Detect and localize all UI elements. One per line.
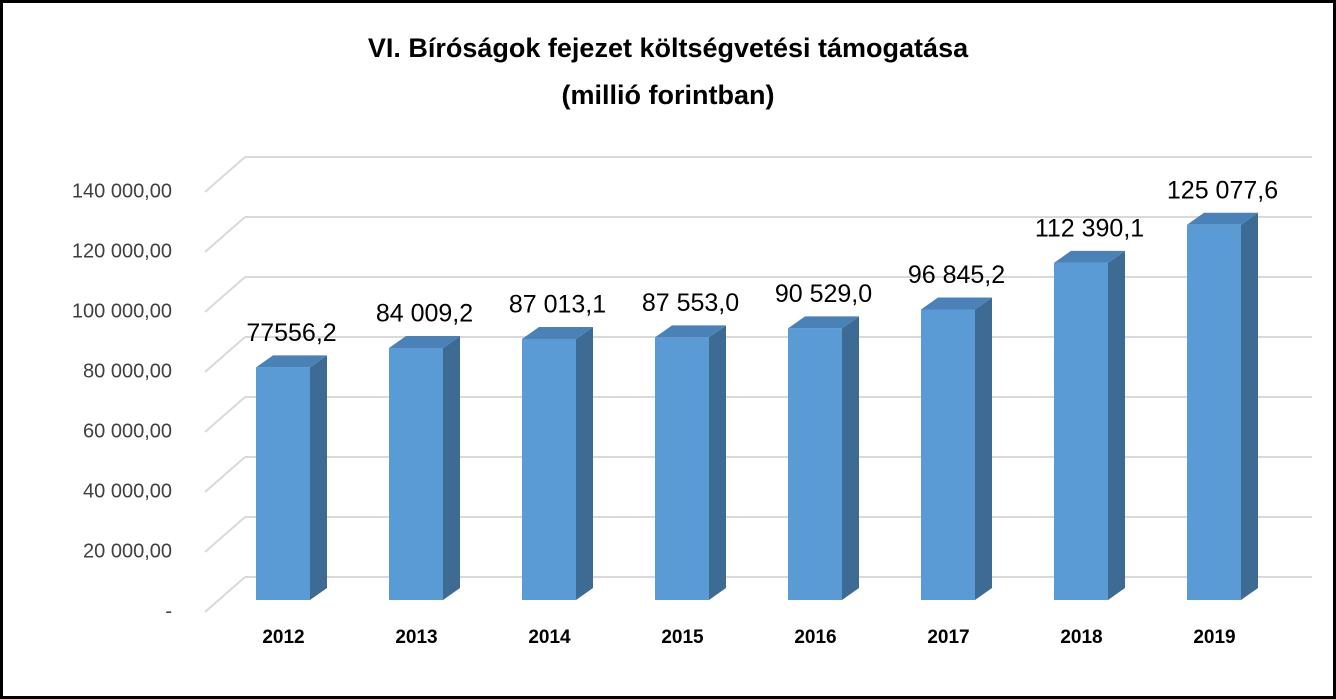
y-tick-label: 100 000,00: [72, 300, 172, 322]
bar: [921, 297, 992, 600]
data-label: 112 390,1: [1035, 214, 1144, 242]
grid-line: [204, 516, 246, 553]
bar-side: [1108, 250, 1125, 600]
bar: [389, 335, 460, 600]
y-tick-label: 20 000,00: [83, 540, 172, 562]
bar-side: [576, 326, 593, 600]
bar-side: [975, 297, 992, 600]
chart-title: VI. Bíróságok fejezet költségvetési támo…: [368, 33, 969, 63]
data-label: 87 013,1: [509, 291, 606, 319]
bar-side: [310, 355, 327, 600]
x-tick-label: 2017: [927, 627, 969, 648]
bar-front: [921, 309, 975, 600]
bar-front: [389, 347, 443, 600]
y-tick-label: 120 000,00: [72, 240, 172, 262]
grid-line: [204, 396, 246, 433]
x-tick-label: 2019: [1193, 627, 1235, 648]
bar-side: [842, 316, 859, 600]
y-tick-label: 60 000,00: [83, 420, 172, 442]
bar: [1187, 212, 1258, 600]
bar-front: [256, 367, 310, 600]
bar-top: [522, 326, 593, 339]
x-tick-label: 2014: [528, 627, 571, 648]
bar-front: [1054, 262, 1108, 600]
bar: [256, 355, 327, 600]
chart-subtitle: (millió forintban): [562, 80, 775, 110]
data-label: 87 553,0: [642, 289, 739, 317]
bar: [655, 325, 726, 600]
grid-line: [204, 336, 246, 373]
x-tick-label: 2013: [395, 627, 437, 648]
grid-line: [204, 276, 246, 313]
bar-side: [443, 335, 460, 600]
bar-top: [1187, 212, 1258, 225]
y-tick-label: 40 000,00: [83, 480, 172, 502]
bar: [788, 316, 859, 600]
y-tick-label: 80 000,00: [83, 360, 172, 382]
bar-top: [788, 316, 859, 329]
bar: [1054, 250, 1125, 600]
x-tick-label: 2012: [262, 627, 304, 648]
y-tick-label: -: [165, 600, 172, 622]
bar: [522, 326, 593, 600]
bar-side: [709, 325, 726, 600]
bar-front: [655, 337, 709, 600]
bar-top: [921, 297, 992, 310]
data-label: 125 077,6: [1167, 176, 1278, 204]
x-tick-label: 2018: [1060, 627, 1102, 648]
bar-top: [655, 325, 726, 338]
grid-line: [204, 156, 246, 193]
grid-line: [204, 456, 246, 493]
grid-line: [204, 216, 246, 253]
bar-top: [1054, 250, 1125, 263]
bar-side: [1241, 212, 1258, 600]
bar-front: [788, 328, 842, 600]
bar-top: [256, 355, 327, 368]
x-tick-label: 2016: [794, 627, 836, 648]
bar-front: [522, 338, 576, 600]
grid-line: [204, 576, 246, 613]
data-label: 84 009,2: [376, 300, 473, 328]
data-label: 96 845,2: [908, 261, 1005, 289]
y-tick-label: 140 000,00: [72, 180, 172, 202]
bar-front: [1187, 224, 1241, 600]
bar-top: [389, 335, 460, 348]
data-label: 90 529,0: [775, 280, 872, 308]
x-tick-label: 2015: [661, 627, 704, 648]
data-label: 77556,2: [246, 319, 336, 347]
